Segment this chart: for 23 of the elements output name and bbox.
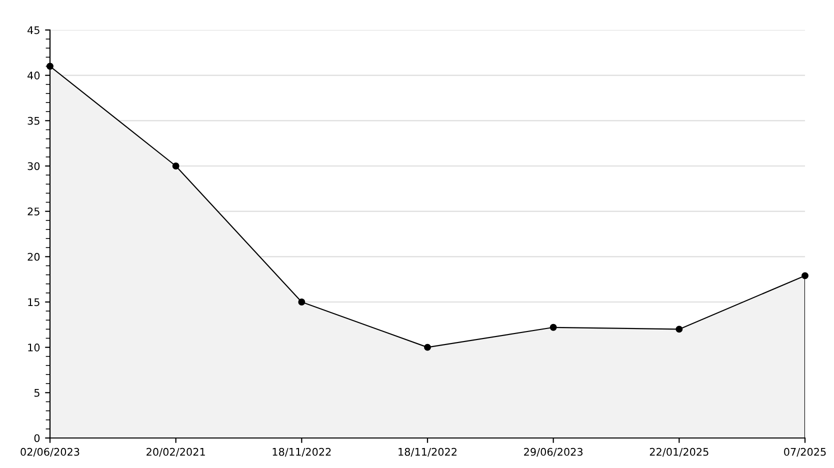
y-tick-label: 45 [28, 26, 40, 34]
x-tick-label: 07/2025 [784, 448, 826, 457]
point [676, 326, 683, 333]
x-tick-label: 02/06/2023 [20, 448, 80, 457]
point [172, 162, 180, 170]
point [802, 272, 808, 280]
x-tick-label: 20/02/2021 [146, 448, 205, 457]
x-tick-label: 22/01/2025 [650, 448, 708, 457]
point [550, 324, 557, 331]
y-tick-label: 35 [28, 116, 40, 125]
y-tick-label: 25 [28, 208, 40, 216]
y-tick-label: 40 [28, 72, 40, 80]
x-tick-label: 18/11/2022 [398, 448, 456, 457]
y-tick-label: 15 [28, 298, 40, 306]
y-tick-label: 10 [28, 344, 40, 352]
y-tick-label: 5 [34, 389, 40, 397]
y-tick-label: 30 [28, 162, 40, 170]
point [424, 344, 431, 351]
x-tick-label: 18/11/2022 [272, 448, 331, 457]
x-tick-label: 29/06/2023 [524, 448, 583, 457]
point [298, 298, 306, 306]
y-tick-label: 0 [34, 434, 40, 442]
y-tick-label: 20 [28, 252, 40, 261]
